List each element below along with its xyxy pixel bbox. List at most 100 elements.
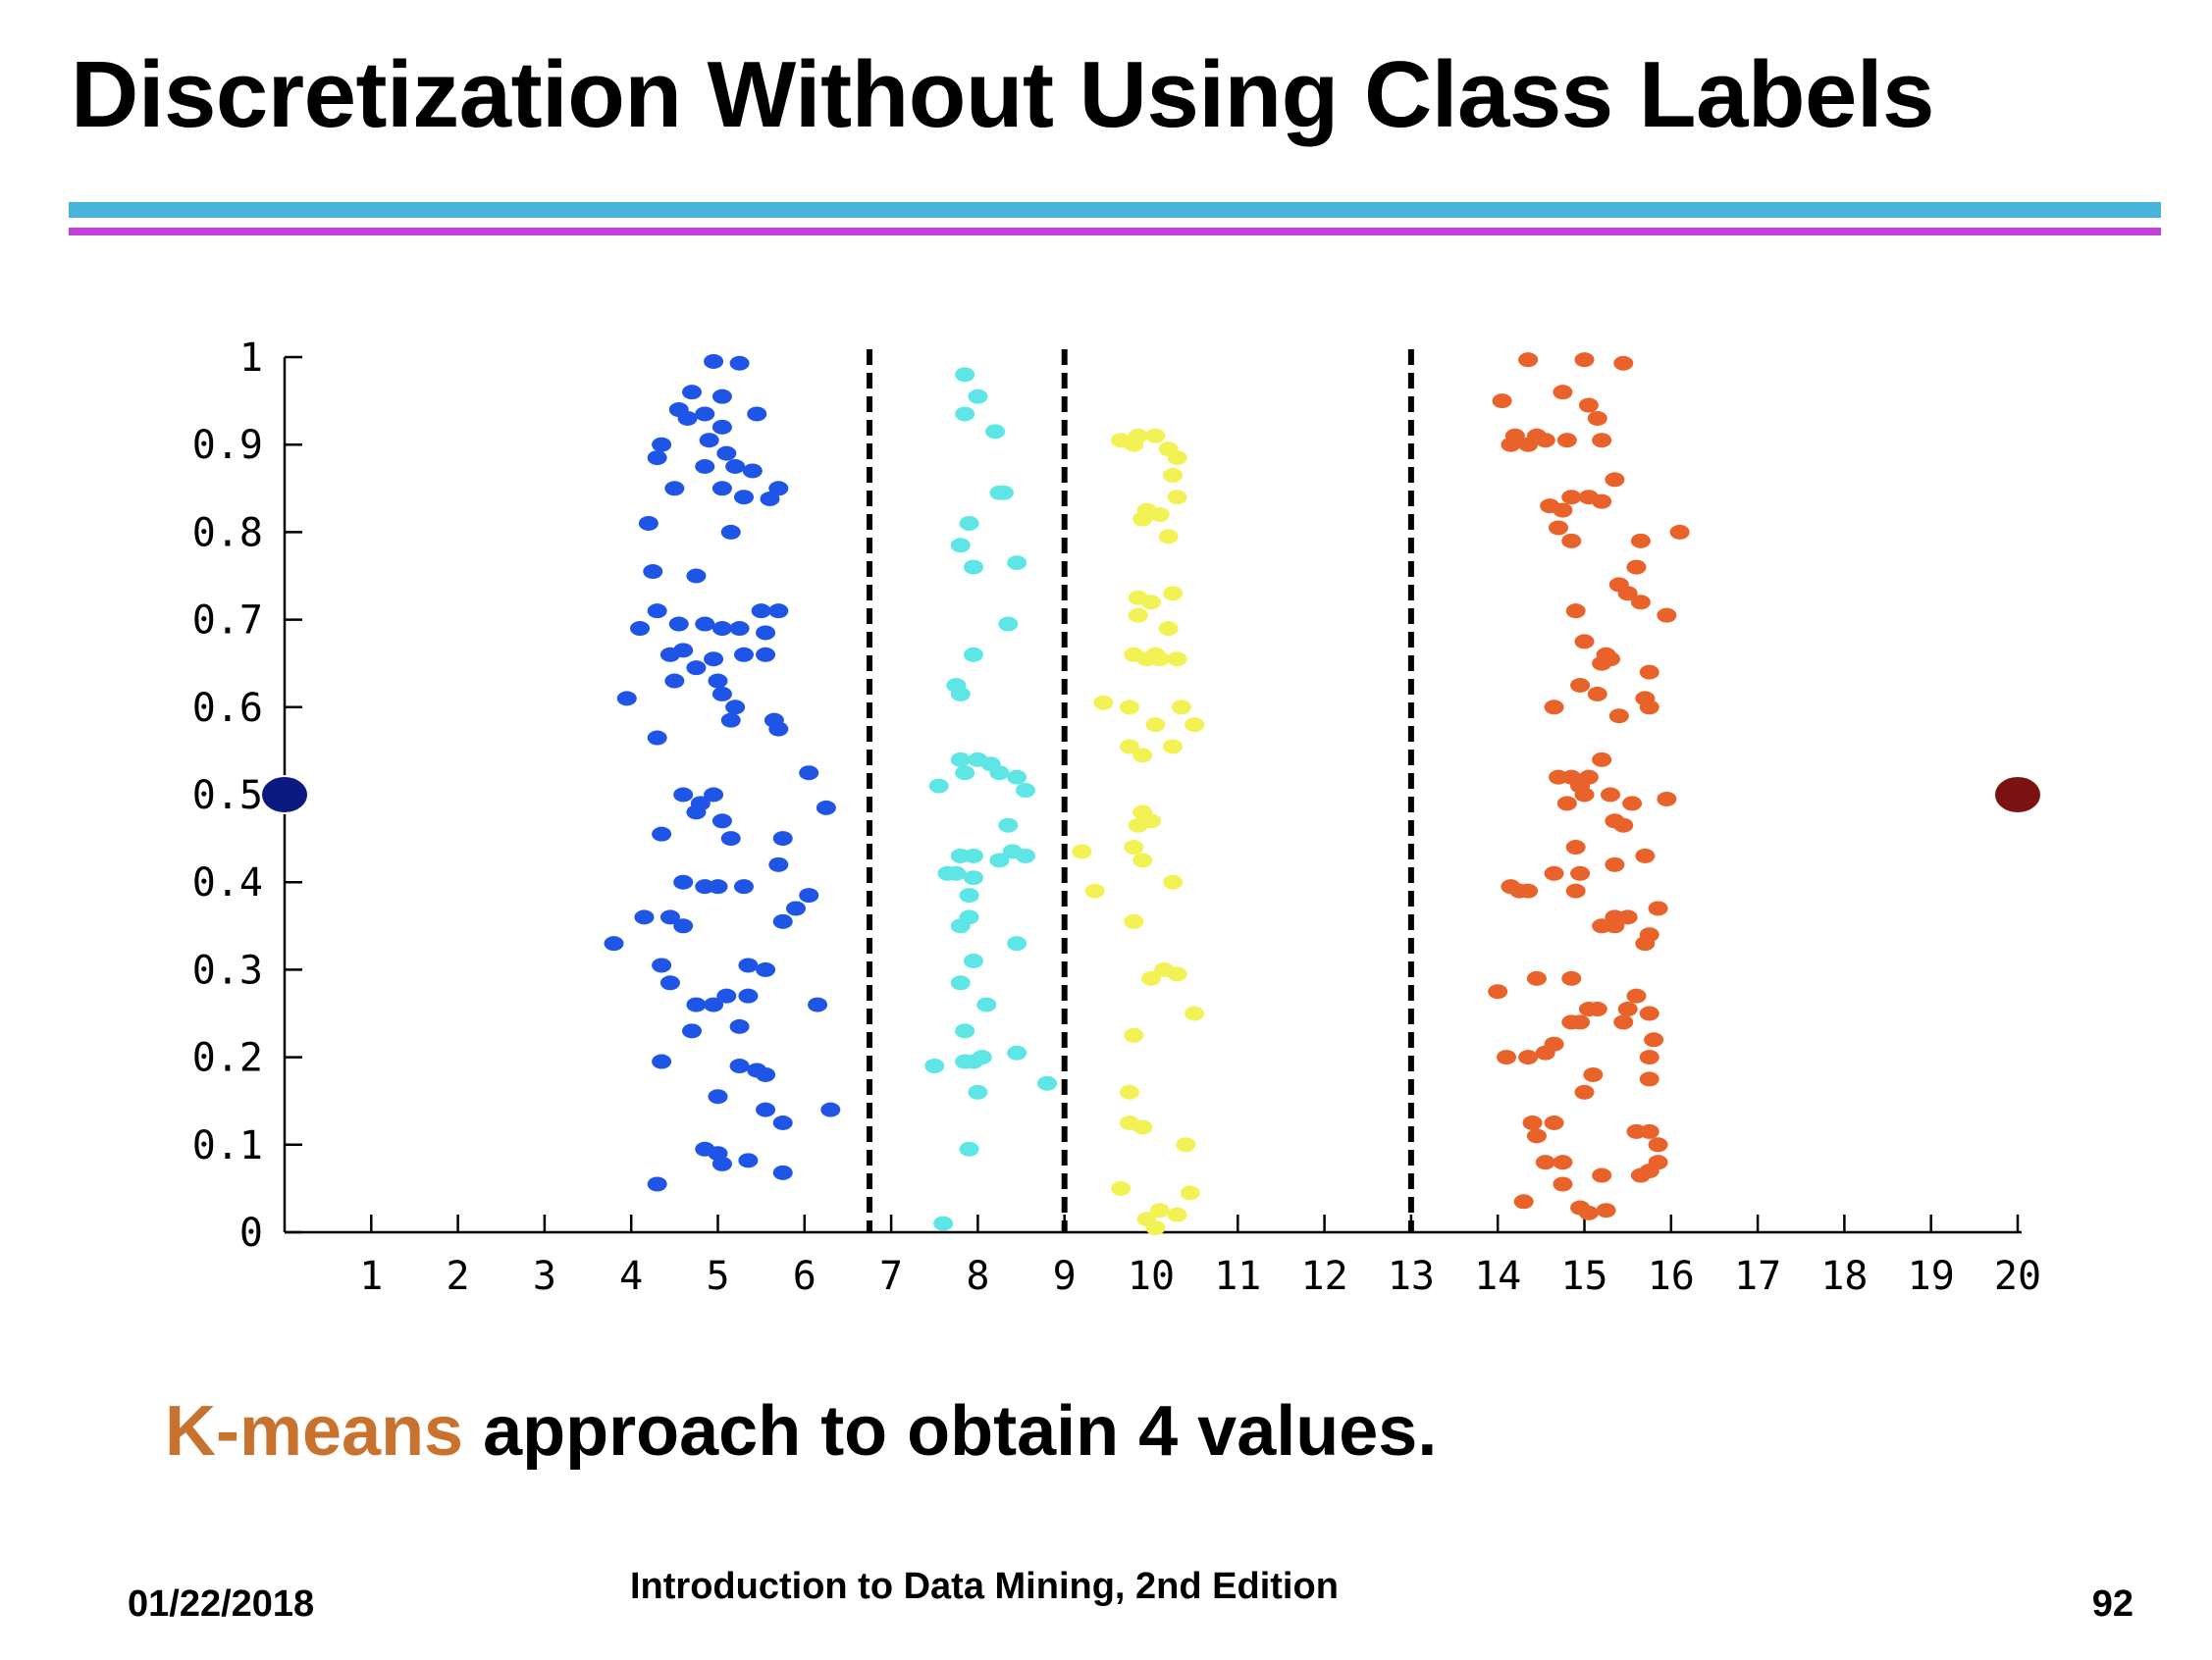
data-point <box>1526 1128 1547 1144</box>
y-tick-label: 1 <box>239 336 263 381</box>
data-point <box>1145 428 1166 443</box>
data-point <box>738 958 759 973</box>
data-point <box>1007 1045 1027 1061</box>
data-point <box>768 481 789 496</box>
data-point <box>673 643 694 658</box>
data-point <box>720 831 741 847</box>
data-point <box>1501 437 1521 452</box>
data-point <box>673 918 694 934</box>
data-point <box>1592 655 1612 671</box>
data-point <box>720 524 741 540</box>
data-point <box>1565 603 1586 619</box>
data-point <box>1639 700 1659 715</box>
data-point <box>1657 607 1677 623</box>
data-point <box>647 730 667 746</box>
x-tick-label: 2 <box>447 1254 470 1299</box>
data-point <box>659 909 680 925</box>
data-point <box>1635 848 1656 863</box>
data-point <box>747 406 767 422</box>
data-point <box>1657 791 1677 806</box>
data-point <box>1132 1119 1153 1135</box>
data-point <box>673 874 694 890</box>
data-point <box>963 848 983 863</box>
data-point <box>664 481 685 496</box>
data-point <box>1630 595 1651 610</box>
data-point <box>772 1165 793 1180</box>
data-point <box>708 879 728 895</box>
data-point <box>729 621 750 637</box>
data-point <box>968 1084 988 1100</box>
data-point <box>751 603 771 619</box>
x-tick-label: 17 <box>1734 1254 1781 1299</box>
data-point <box>1145 1220 1166 1236</box>
x-tick-label: 19 <box>1908 1254 1955 1299</box>
y-tick-label: 0.7 <box>192 598 263 644</box>
data-point <box>664 673 685 689</box>
page-number: 92 <box>2091 1583 2133 1625</box>
data-point <box>711 389 732 404</box>
data-point <box>772 1115 793 1130</box>
data-point <box>1518 883 1539 899</box>
data-point <box>725 459 746 474</box>
data-point <box>1167 651 1187 667</box>
data-point <box>647 603 667 619</box>
data-point <box>1578 397 1599 413</box>
footer-date: 01/22/2018 <box>128 1583 315 1625</box>
data-point <box>799 765 819 781</box>
data-point <box>711 686 732 701</box>
data-point <box>998 616 1019 632</box>
data-point <box>729 1018 750 1034</box>
data-point <box>1553 1155 1573 1170</box>
data-point <box>1171 700 1191 715</box>
data-point <box>1561 490 1582 505</box>
data-point <box>1553 502 1573 518</box>
data-point <box>1565 840 1586 856</box>
data-point <box>647 1176 667 1192</box>
data-point <box>963 559 983 575</box>
data-point <box>647 450 667 466</box>
data-point <box>1613 1014 1634 1030</box>
data-point <box>968 389 988 404</box>
data-point <box>652 1054 672 1069</box>
data-point <box>1163 586 1184 601</box>
data-point <box>963 647 983 662</box>
x-tick-label: 15 <box>1560 1254 1607 1299</box>
data-point <box>1596 1203 1616 1219</box>
data-point <box>1007 769 1027 785</box>
data-point <box>808 997 828 1012</box>
data-point <box>729 1059 750 1074</box>
data-point <box>1648 901 1668 916</box>
data-point <box>955 406 975 422</box>
data-point <box>1093 695 1114 710</box>
data-point <box>686 660 707 676</box>
data-point <box>733 879 754 895</box>
data-point <box>1141 595 1161 610</box>
data-point <box>955 1023 975 1039</box>
slide-caption: K-means approach to obtain 4 values. <box>165 1391 1437 1472</box>
data-point <box>711 481 732 496</box>
data-point <box>772 913 793 929</box>
data-point <box>1128 817 1148 833</box>
data-point <box>756 625 776 641</box>
data-point <box>972 1050 992 1065</box>
y-tick-label: 0.9 <box>192 423 263 468</box>
endpoint-marker <box>260 775 309 814</box>
data-point <box>630 621 651 637</box>
data-point <box>785 901 806 916</box>
data-point <box>950 975 971 991</box>
data-point <box>1119 1084 1139 1100</box>
data-point <box>1149 1203 1170 1219</box>
data-point <box>950 752 971 767</box>
data-point <box>1639 1071 1659 1087</box>
data-point <box>1180 1185 1200 1201</box>
data-point <box>1111 1180 1132 1196</box>
data-point <box>604 936 624 952</box>
data-point <box>695 616 715 632</box>
data-point <box>1007 936 1027 952</box>
x-tick-label: 4 <box>619 1254 643 1299</box>
data-point <box>768 856 789 872</box>
data-point <box>1015 783 1035 799</box>
data-point <box>1124 1027 1144 1043</box>
y-tick-label: 0.1 <box>192 1123 263 1168</box>
